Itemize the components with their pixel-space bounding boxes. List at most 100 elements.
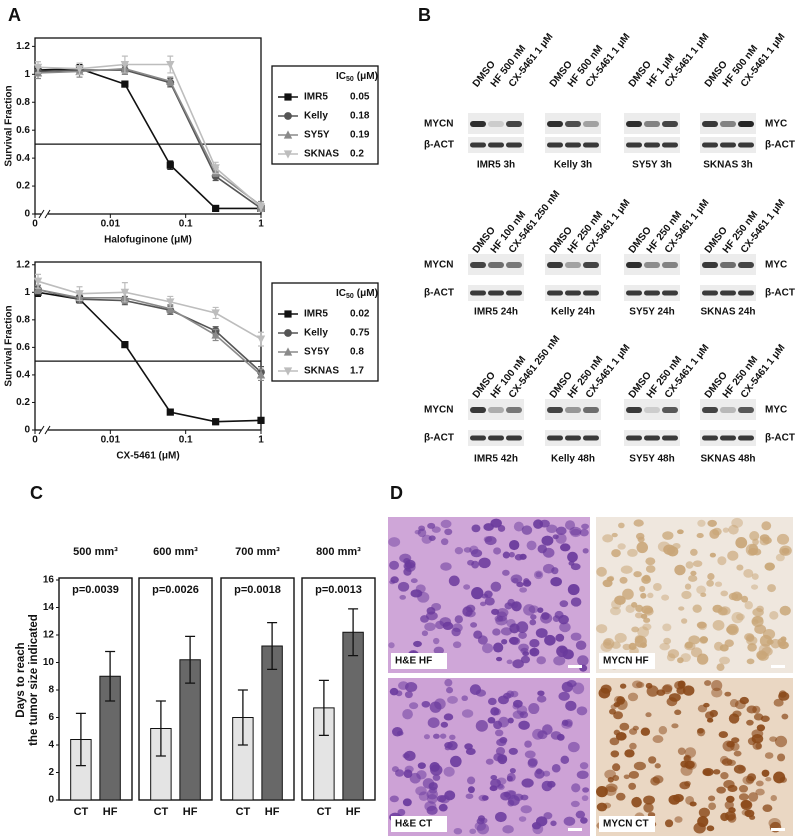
axis-break [44,209,51,219]
cell-nucleus [473,630,483,639]
cell-nucleus [698,807,710,818]
cell-nucleus [636,681,645,688]
blot-target-label: β-ACT [765,433,795,444]
band [626,262,642,268]
cell-nucleus [440,538,449,546]
y-axis-label: Survival Fraction [4,85,15,166]
cell-nucleus [598,687,611,699]
cell-nucleus [751,573,759,580]
cell-nucleus [575,810,586,819]
cell-nucleus [764,752,774,759]
band [738,407,754,413]
cell-nucleus [685,760,697,770]
cell-nucleus [502,569,510,576]
cell-nucleus [532,728,544,740]
legend-marker [284,112,292,120]
cell-nucleus [642,574,651,582]
cell-nucleus [697,621,708,631]
cell-nucleus [629,742,637,750]
legend-label: IMR5 [304,309,328,320]
cell-nucleus [475,720,488,732]
cell-nucleus [405,681,418,693]
cell-nucleus [640,592,647,599]
blot-caption: SKNAS 48h [700,454,755,465]
cell-nucleus [611,641,621,649]
cell-nucleus [609,708,616,715]
cell-nucleus [520,805,532,814]
cell-nucleus [433,733,440,739]
cell-nucleus [518,816,527,822]
cell-nucleus [738,793,749,801]
cell-nucleus [450,755,462,768]
band [702,407,718,413]
cell-nucleus [448,575,460,587]
cell-nucleus [508,551,515,558]
cell-nucleus [432,774,441,781]
cell-nucleus [684,583,692,590]
cell-nucleus [662,684,673,693]
cell-nucleus [569,526,582,536]
cell-nucleus [537,607,544,613]
cell-nucleus [508,636,519,645]
cell-nucleus [604,785,617,797]
cell-nucleus [399,553,412,563]
cell-nucleus [519,587,528,593]
cell-nucleus [470,622,478,628]
cell-nucleus [489,785,498,792]
cell-nucleus [658,726,668,735]
blot-membrane [468,113,524,134]
cell-nucleus [510,601,519,609]
cell-nucleus [397,581,410,592]
cell-nucleus [539,519,550,528]
cell-nucleus [570,632,582,641]
legend-ic50: 0.18 [350,111,370,122]
cell-nucleus [631,602,638,608]
error-bar [185,635,196,684]
cell-nucleus [680,653,691,663]
cell-nucleus [496,777,507,785]
panel-label: C [30,483,43,503]
y-tick-label: 10 [43,657,55,668]
cell-nucleus [524,750,536,759]
cell-nucleus [767,584,776,593]
band [565,121,581,127]
y-axis-label: Survival Fraction [4,305,15,386]
cell-nucleus [684,747,697,758]
cell-nucleus [756,605,764,613]
bar [342,631,364,801]
cell-nucleus [603,639,612,646]
cell-nucleus [679,781,691,790]
x-axis-label: CX-5461 (μM) [116,451,179,462]
cell-nucleus [744,601,753,610]
cell-nucleus [581,523,589,530]
cell-nucleus [452,641,462,649]
cell-nucleus [747,773,757,782]
cell-nucleus [464,743,473,750]
cell-nucleus [576,706,588,716]
cell-nucleus [662,623,672,632]
blot-membrane [624,399,680,420]
cell-nucleus [647,592,654,599]
error-bar [318,679,329,737]
blot-target-label: β-ACT [765,288,795,299]
blot-caption: SY5Y 48h [629,454,674,465]
y-axis-label: the tumor size indicated [28,614,40,746]
cell-nucleus [762,629,776,640]
cell-nucleus [618,522,625,529]
cell-nucleus [650,776,660,786]
marker [256,335,266,344]
marker [166,298,175,307]
cell-nucleus [446,686,454,694]
legend-ic50: 1.7 [350,366,364,377]
cell-nucleus [632,725,639,731]
band [662,142,678,148]
blot-caption: IMR5 24h [474,307,518,318]
cell-nucleus [506,618,516,628]
marker [256,370,266,379]
cell-nucleus [579,762,589,770]
x-tick-label: HF [346,806,361,818]
cell-nucleus [389,560,400,570]
band [720,290,736,296]
cell-nucleus [559,646,567,654]
cell-nucleus [614,632,627,643]
